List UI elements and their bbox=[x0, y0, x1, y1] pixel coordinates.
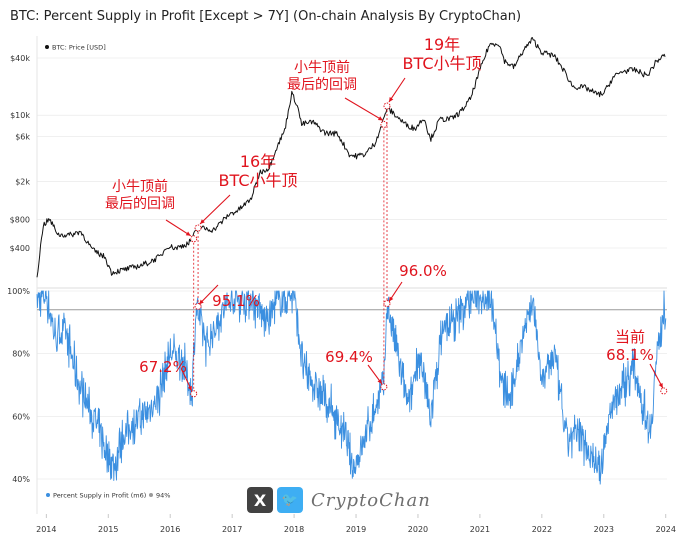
x-tick-label: 2021 bbox=[470, 525, 490, 534]
x-tick-label: 2022 bbox=[532, 525, 552, 534]
marker-2019-top-price bbox=[383, 102, 391, 110]
arrow-current-head bbox=[658, 382, 663, 388]
twitter-bird-icon: 🐦 bbox=[277, 487, 303, 513]
percent-tick-label: 40% bbox=[12, 475, 30, 484]
percent-tick-label: 100% bbox=[7, 287, 30, 296]
x-tick-label: 2024 bbox=[656, 525, 676, 534]
label-2016-retrace: 小牛顶前 bbox=[112, 178, 168, 195]
marker-2016-retrace-price bbox=[190, 235, 198, 243]
marker-2019-retrace-price bbox=[380, 120, 388, 128]
price-tick-label: $10k bbox=[10, 111, 30, 120]
btc-price-series bbox=[36, 37, 666, 278]
label-2019-pct-high: 96.0% bbox=[399, 262, 447, 280]
arrow-current bbox=[649, 363, 664, 389]
arrow-2016-pct-high-head bbox=[199, 299, 204, 305]
arrow-2019-pct-low-head bbox=[377, 378, 382, 384]
price-tick-label: $6k bbox=[15, 132, 30, 141]
y-tick-labels: $40k $10k $6k $2k $800 $400 100% 80% 60% 40% bbox=[7, 54, 30, 484]
arrow-2016-pct-low-head bbox=[187, 385, 192, 391]
arrow-2019-top-head bbox=[389, 97, 394, 102]
grid-lines bbox=[36, 36, 667, 518]
legend-price-label: BTC: Price [USD] bbox=[52, 44, 106, 52]
percent-supply-series bbox=[36, 290, 667, 485]
x-tick-label: 2015 bbox=[98, 525, 118, 534]
marker-2019-top-pct bbox=[383, 300, 391, 308]
label-2016-retrace: 最后的回调 bbox=[105, 196, 175, 212]
arrow-2016-top-head bbox=[200, 219, 205, 224]
x-tick-label: 2016 bbox=[160, 525, 180, 534]
label-2019-pct-low: 69.4% bbox=[325, 348, 373, 366]
legend-threshold-label: 94% bbox=[156, 492, 170, 500]
percent-supply-line bbox=[36, 290, 667, 485]
arrow-2019-retrace-head bbox=[377, 116, 383, 121]
marker-2016-top-price bbox=[194, 224, 202, 232]
arrow-2019-retrace bbox=[344, 97, 384, 121]
label-2016-pct-low: 67.2% bbox=[139, 358, 187, 376]
x-tick-label: 2017 bbox=[222, 525, 242, 534]
legend-supply-swatch bbox=[46, 493, 50, 497]
x-tick-label: 2020 bbox=[408, 525, 428, 534]
annotations: 小牛顶前最后的回调16年BTC小牛顶67.2%95.1%小牛顶前最后的回调19年… bbox=[105, 35, 668, 398]
label-current: 当前 bbox=[615, 328, 645, 346]
label-2016-pct-high: 95.1% bbox=[212, 292, 260, 310]
legends: BTC: Price [USD] Percent Supply in Profit… bbox=[45, 44, 170, 500]
price-tick-label: $40k bbox=[10, 54, 30, 63]
arrow-2016-retrace-head bbox=[185, 231, 191, 236]
price-tick-label: $400 bbox=[10, 244, 30, 253]
arrow-2016-top bbox=[199, 194, 231, 225]
x-tick-labels: 2014 2015 2016 2017 2018 2019 2020 2021 2022 2023… bbox=[36, 525, 676, 534]
legend-price-swatch bbox=[45, 45, 49, 49]
marker-2019-retrace-pct bbox=[380, 383, 388, 391]
legend-threshold-swatch bbox=[149, 493, 153, 497]
percent-tick-label: 80% bbox=[12, 350, 30, 359]
label-2019-top: 19年 bbox=[424, 35, 460, 54]
arrow-2019-top bbox=[388, 77, 406, 103]
marker-2016-retrace-pct bbox=[190, 390, 198, 398]
x-tick-label: 2019 bbox=[346, 525, 366, 534]
legend-supply-label: Percent Supply in Profit (m6) bbox=[53, 492, 146, 500]
price-tick-label: $800 bbox=[10, 215, 30, 224]
marker-2016-top-pct bbox=[194, 302, 202, 310]
arrow-2016-pct-high bbox=[198, 284, 219, 305]
label-2016-top: BTC小牛顶 bbox=[219, 171, 298, 190]
label-2019-retrace: 小牛顶前 bbox=[294, 59, 350, 76]
marker-current-pct bbox=[660, 387, 668, 395]
price-tick-label: $2k bbox=[15, 178, 30, 187]
chart-title: BTC: Percent Supply in Profit [Except > … bbox=[10, 9, 522, 24]
x-tick-label: 2018 bbox=[284, 525, 304, 534]
watermark: X 🐦 CryptoChan bbox=[247, 486, 431, 514]
label-2019-top: BTC小牛顶 bbox=[403, 54, 482, 73]
label-2016-top: 16年 bbox=[240, 152, 276, 171]
arrow-2016-retrace bbox=[165, 219, 192, 237]
label-current: 68.1% bbox=[606, 346, 654, 364]
x-logo-icon: X bbox=[247, 487, 273, 513]
watermark-brand: CryptoChan bbox=[311, 489, 431, 511]
arrow-2019-pct-high-head bbox=[389, 296, 394, 302]
btc-price-line bbox=[36, 37, 666, 278]
x-tick-label: 2014 bbox=[36, 525, 56, 534]
label-2019-retrace: 最后的回调 bbox=[287, 77, 357, 93]
percent-tick-label: 60% bbox=[12, 412, 30, 421]
x-tick-label: 2023 bbox=[594, 525, 614, 534]
